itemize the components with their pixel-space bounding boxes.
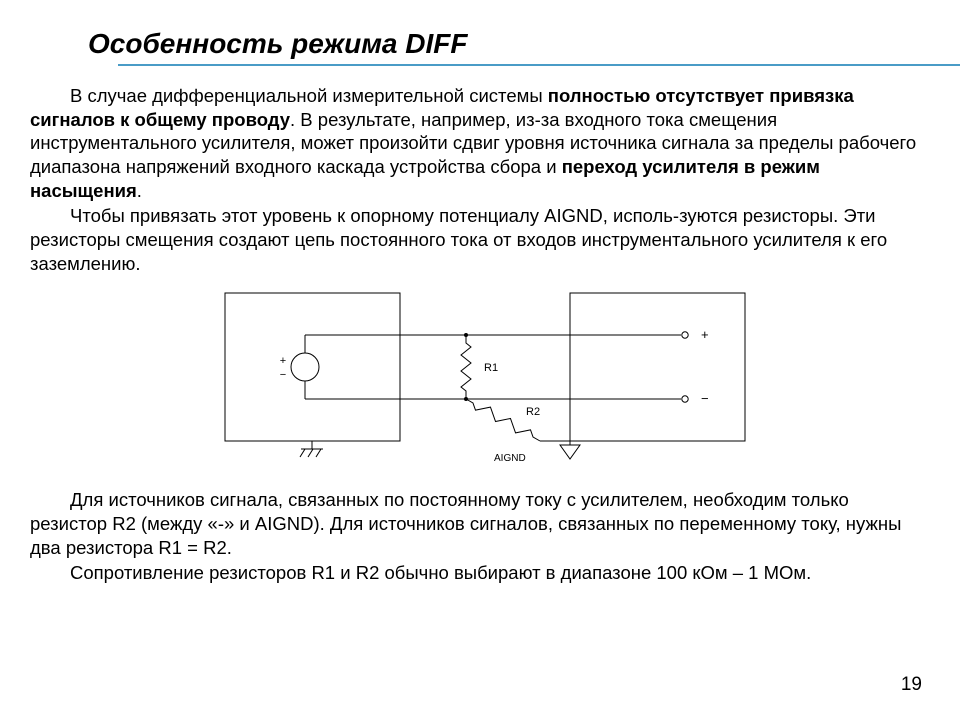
p2-text: Чтобы привязать этот уровень к опорному …	[30, 205, 887, 273]
page-title: Особенность режима DIFF	[88, 28, 930, 60]
paragraph-1: В случае дифференциальной измерительной …	[30, 84, 930, 202]
paragraph-3: Для источников сигнала, связанных по пос…	[30, 488, 930, 559]
p1-text-e: .	[137, 180, 142, 201]
svg-text:+: +	[280, 355, 286, 367]
circuit-diagram: + − + − R1 R2 AIGND	[30, 285, 930, 480]
paragraph-4: Сопротивление резисторов R1 и R2 обычно …	[30, 561, 930, 585]
title-rule	[118, 64, 960, 66]
p3-text: Для источников сигнала, связанных по пос…	[30, 489, 901, 557]
p1-text-a: В случае дифференциальной измерительной …	[70, 85, 548, 106]
svg-text:−: −	[701, 391, 709, 406]
paragraph-2: Чтобы привязать этот уровень к опорному …	[30, 204, 930, 275]
svg-text:−: −	[280, 369, 286, 381]
svg-text:R1: R1	[484, 362, 498, 374]
svg-text:AIGND: AIGND	[494, 453, 526, 464]
page-number: 19	[901, 674, 922, 696]
svg-text:+: +	[701, 327, 709, 342]
circuit-svg: + − + − R1 R2 AIGND	[200, 285, 760, 475]
svg-text:R2: R2	[526, 406, 540, 418]
p4-text: Сопротивление резисторов R1 и R2 обычно …	[70, 562, 811, 583]
